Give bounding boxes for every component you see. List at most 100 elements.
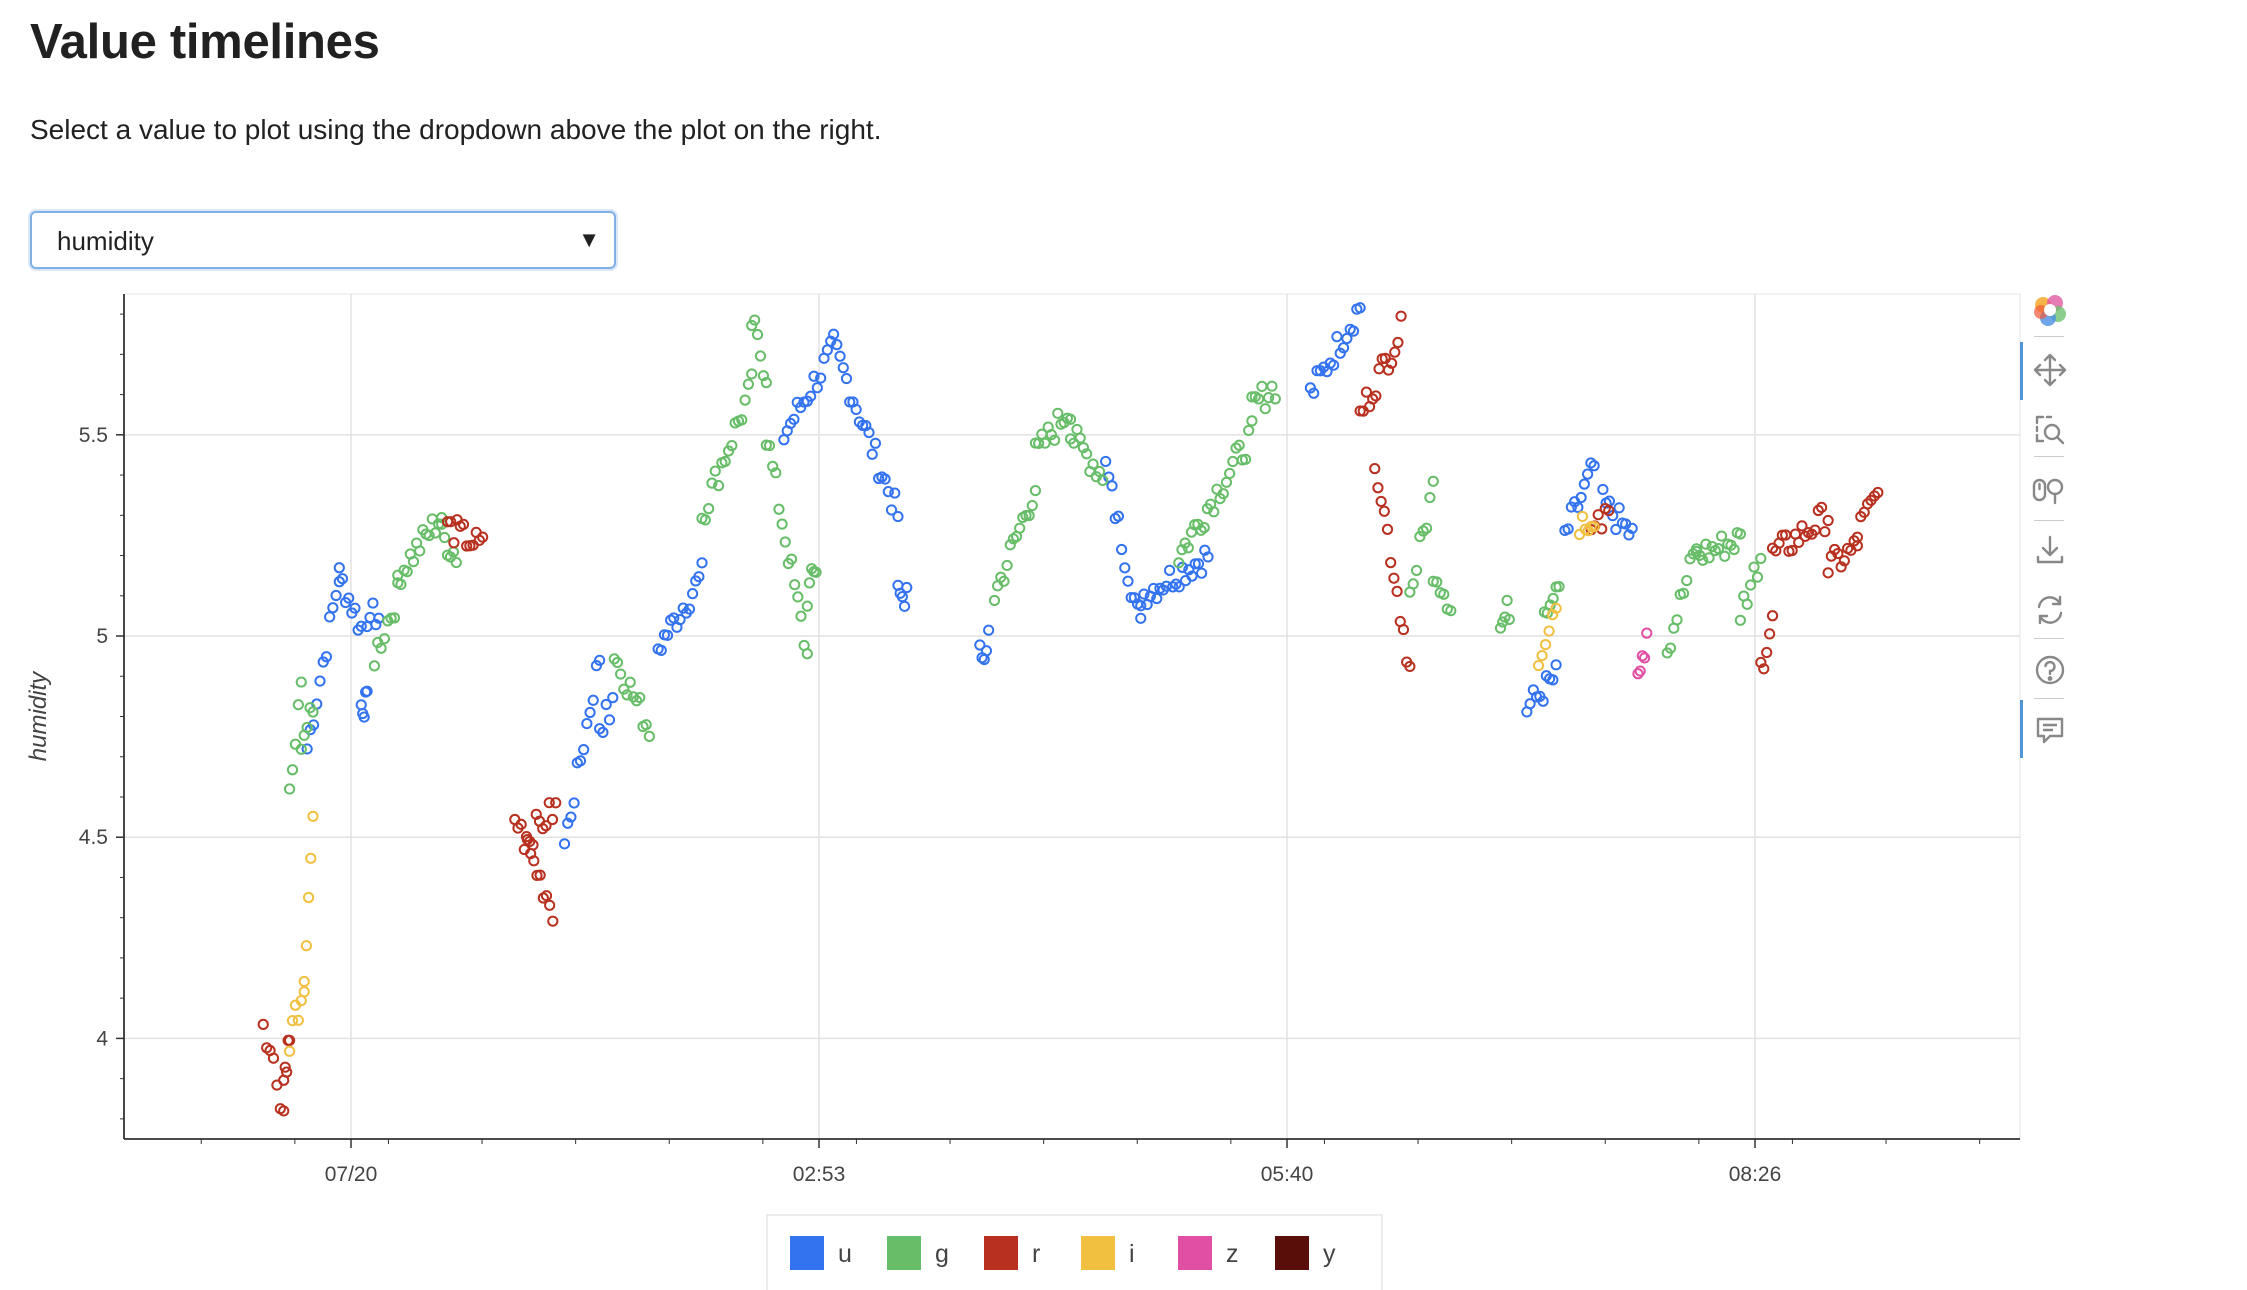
data-point-g — [1217, 488, 1229, 500]
data-point-g — [1494, 622, 1507, 634]
data-point-g — [803, 577, 816, 589]
data-point-u — [674, 614, 686, 626]
box-zoom-icon[interactable] — [2030, 410, 2070, 450]
data-point-u — [1550, 659, 1562, 671]
data-point-g — [785, 553, 798, 565]
data-point-g — [1553, 580, 1565, 593]
legend-label-g[interactable]: g — [935, 1240, 949, 1268]
legend-swatch-g[interactable] — [887, 1236, 921, 1270]
pan-icon[interactable] — [2030, 350, 2070, 390]
data-point-r — [1596, 523, 1608, 535]
data-point-r — [1822, 567, 1834, 579]
data-point-g — [1547, 592, 1559, 605]
data-point-g — [295, 743, 307, 755]
data-point-g — [1224, 467, 1236, 480]
data-point-u — [1173, 581, 1185, 593]
data-point-z — [1641, 627, 1653, 639]
data-point-g — [1052, 407, 1064, 419]
data-point-g — [1700, 538, 1712, 550]
data-point-g — [1243, 424, 1255, 437]
data-point-g — [1259, 403, 1271, 415]
save-icon[interactable] — [2030, 530, 2070, 570]
data-point-g — [292, 699, 304, 711]
data-point-g — [1719, 550, 1731, 562]
data-point-r — [1822, 514, 1834, 527]
data-point-z — [1636, 650, 1648, 662]
data-point-g — [1671, 614, 1683, 626]
data-point-g — [286, 764, 299, 776]
data-point-g — [1026, 499, 1038, 512]
dropdown-selected-value: humidity — [57, 226, 154, 256]
reset-icon[interactable] — [2030, 590, 2070, 630]
legend-swatch-y[interactable] — [1275, 1236, 1309, 1270]
x-tick-label: 02:53 — [793, 1163, 846, 1186]
data-point-r — [515, 818, 527, 830]
data-point-r — [1375, 495, 1387, 508]
data-point-g — [1048, 434, 1061, 446]
data-point-u — [1163, 564, 1176, 576]
data-point-g — [736, 414, 748, 426]
data-point-u — [693, 571, 705, 583]
data-point-g — [375, 642, 387, 654]
data-point-g — [1697, 554, 1709, 566]
data-point-g — [1097, 474, 1109, 487]
legend-label-r[interactable]: r — [1032, 1240, 1040, 1268]
legend-label-y[interactable]: y — [1323, 1240, 1336, 1268]
legend-swatch-u[interactable] — [790, 1236, 824, 1270]
legend-label-u[interactable]: u — [838, 1240, 852, 1268]
data-point-u — [1122, 575, 1134, 587]
wheel-zoom-icon[interactable] — [2030, 470, 2070, 510]
data-point-i — [1536, 649, 1548, 662]
data-point-g — [757, 370, 770, 382]
data-point-r — [1391, 585, 1403, 597]
data-point-u — [314, 675, 326, 687]
legend-swatch-z[interactable] — [1178, 1236, 1212, 1270]
data-point-u — [901, 581, 913, 594]
data-point-u — [1547, 674, 1559, 686]
data-point-u — [1588, 460, 1600, 472]
data-point-g — [611, 656, 624, 669]
data-point-g — [1677, 587, 1690, 599]
data-point-u — [370, 619, 382, 631]
data-point-u — [655, 644, 667, 656]
data-point-u — [358, 711, 370, 723]
data-point-i — [307, 810, 319, 822]
data-point-r — [278, 1105, 290, 1117]
data-point-i — [298, 986, 310, 998]
data-point-r — [257, 1018, 269, 1030]
scatter-points — [257, 302, 1884, 1117]
bokeh-logo-icon[interactable] — [2030, 290, 2070, 330]
legend-label-z[interactable]: z — [1226, 1240, 1239, 1268]
data-point-r — [1796, 520, 1808, 532]
data-point-u — [349, 602, 361, 614]
legend-swatch-r[interactable] — [984, 1236, 1018, 1270]
data-point-g — [1755, 552, 1767, 565]
data-point-u — [974, 639, 986, 651]
legend-label-i[interactable]: i — [1129, 1240, 1135, 1268]
data-point-r — [1819, 526, 1831, 538]
data-point-i — [1576, 510, 1589, 523]
data-point-u — [581, 717, 593, 730]
data-point-g — [801, 648, 813, 660]
data-point-g — [1745, 579, 1757, 591]
data-point-g — [407, 556, 420, 568]
data-point-g — [1045, 429, 1058, 441]
data-point-u — [355, 620, 367, 632]
hover-icon[interactable] — [2030, 710, 2070, 750]
data-point-u — [600, 698, 612, 711]
value-dropdown[interactable]: humidity ▼ — [30, 211, 616, 269]
data-point-u — [1202, 551, 1214, 563]
data-point-u — [1610, 523, 1622, 536]
legend-swatch-i[interactable] — [1081, 1236, 1115, 1270]
data-point-g — [988, 594, 1001, 607]
data-point-u — [1100, 455, 1112, 468]
data-point-u — [336, 573, 349, 585]
data-point-r — [537, 823, 549, 835]
help-icon[interactable] — [2030, 650, 2070, 690]
data-point-i — [292, 1014, 304, 1026]
data-point-r — [1385, 557, 1397, 569]
data-point-g — [630, 695, 643, 707]
data-point-u — [980, 645, 993, 657]
